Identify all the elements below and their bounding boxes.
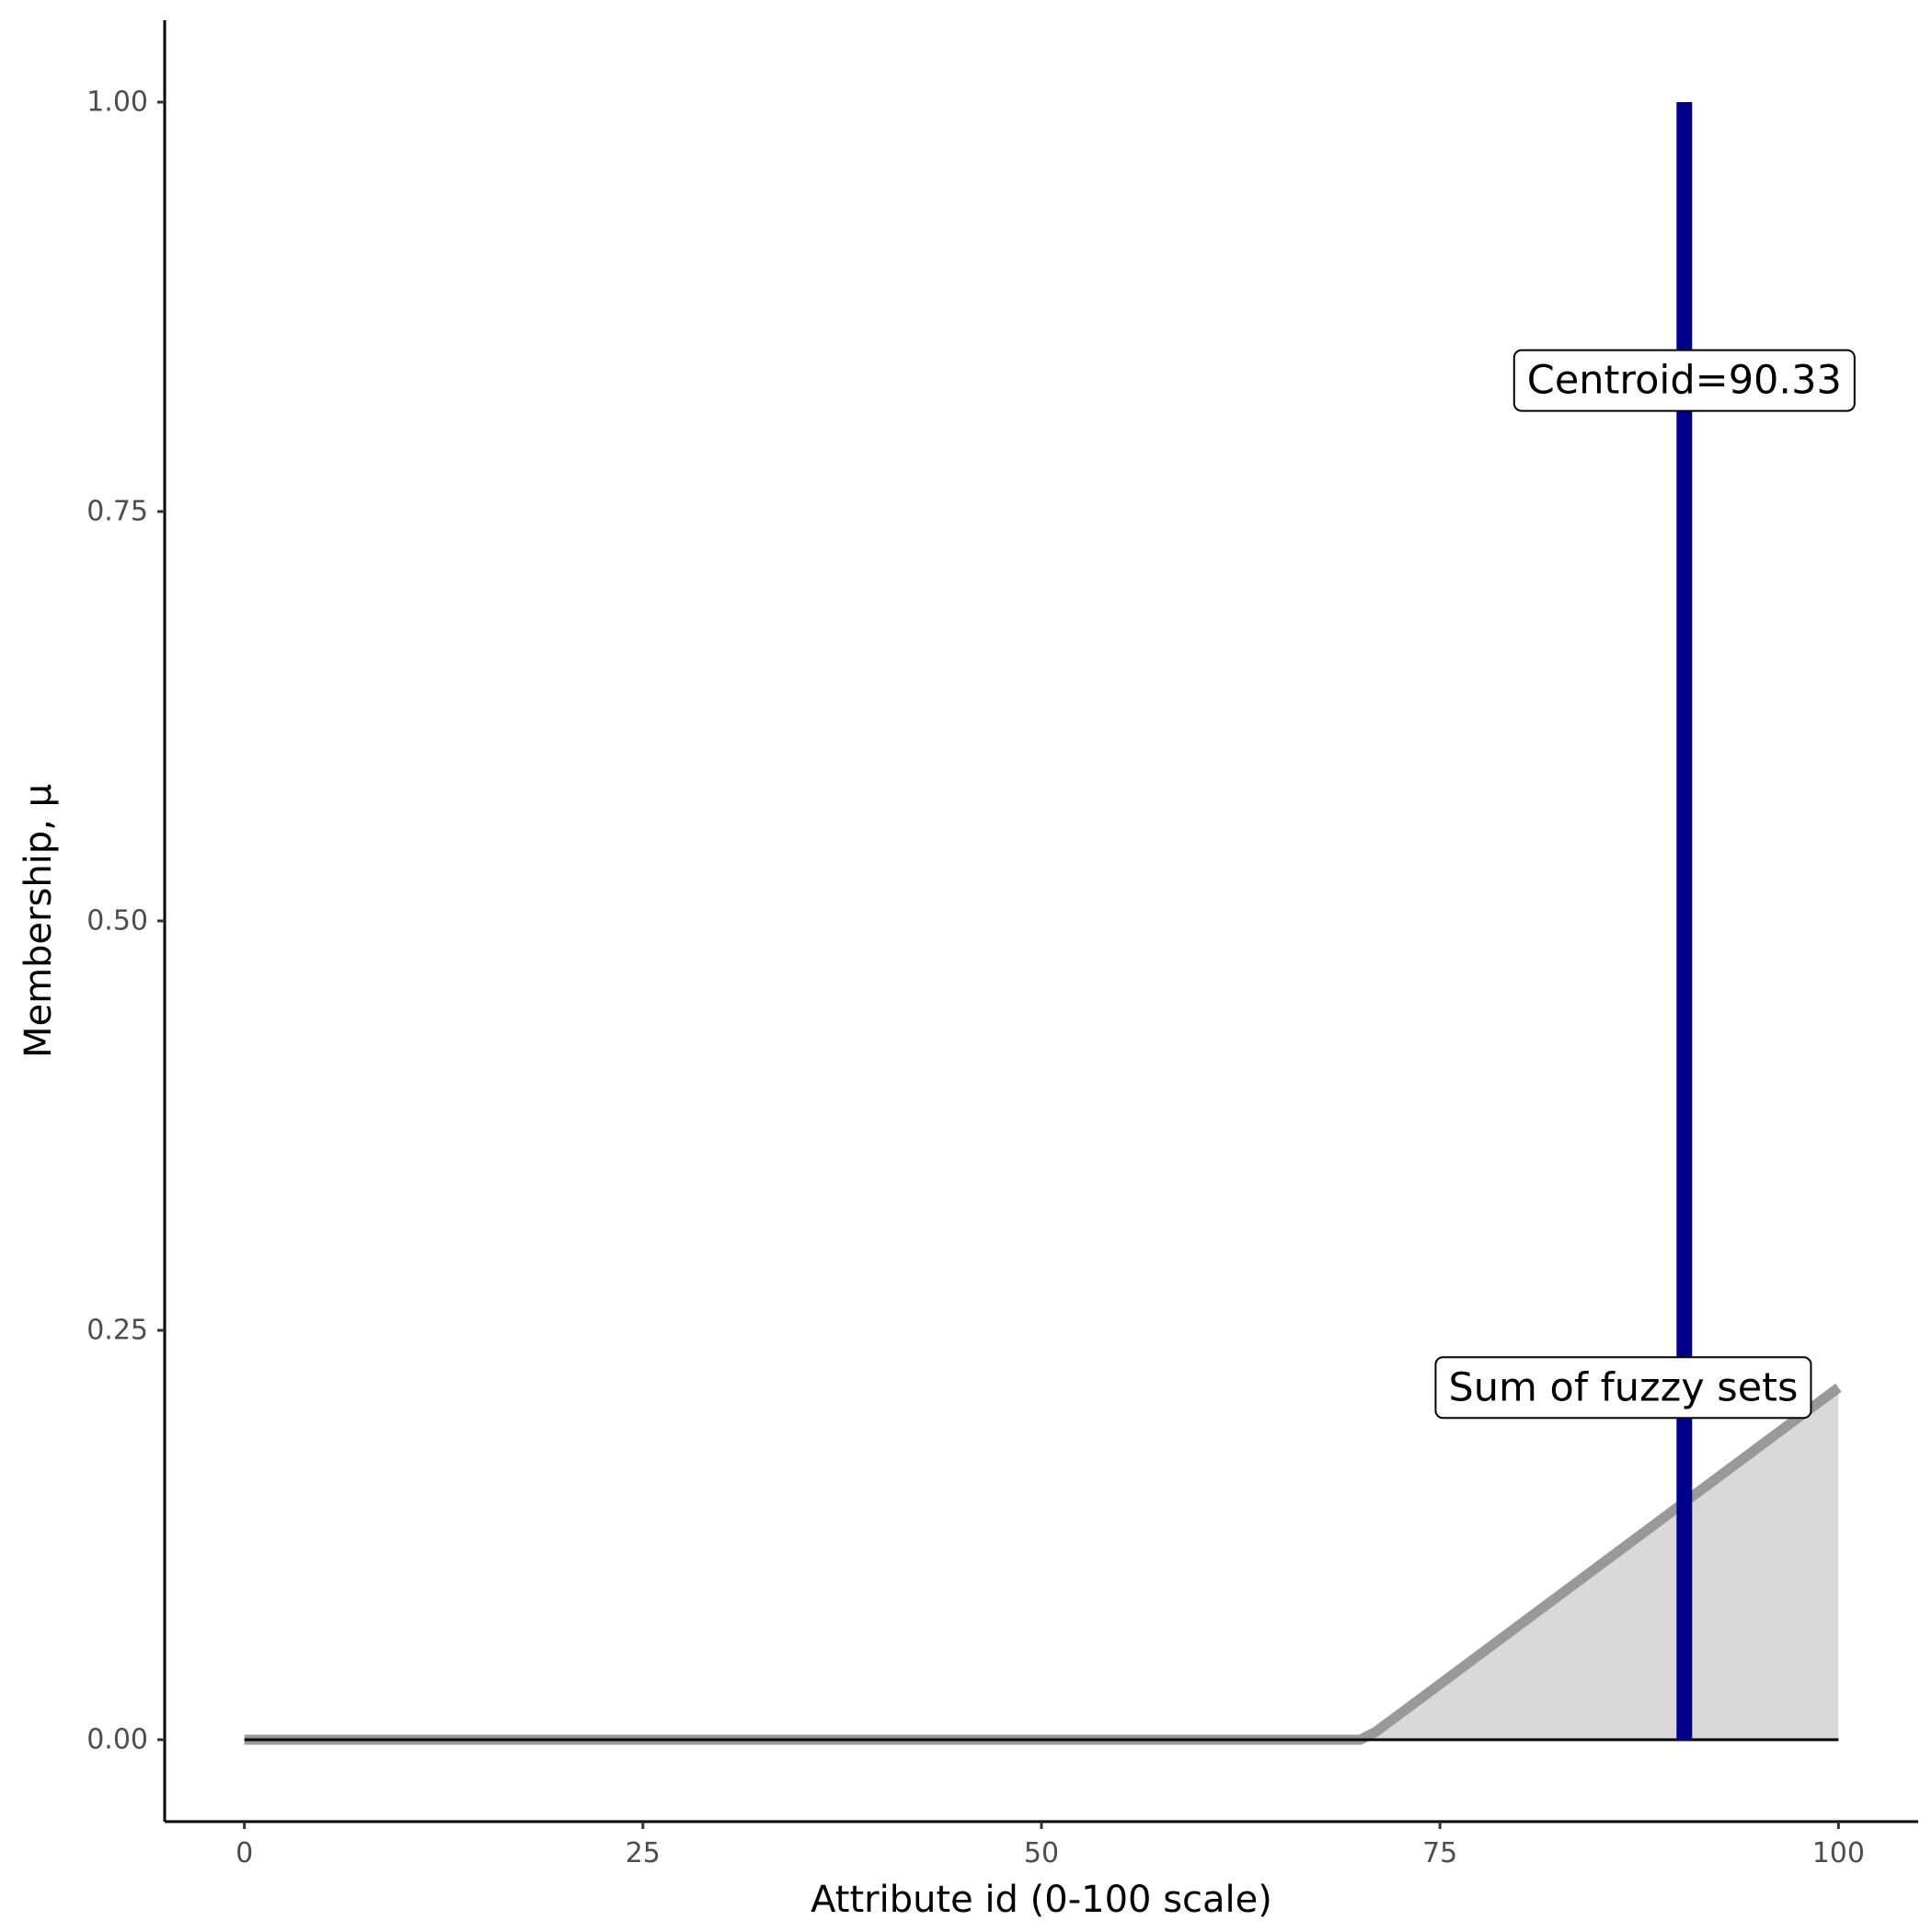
y-ticks: 0.00 0.25 0.50 0.75 1.00 — [86, 86, 165, 1756]
y-tick-label: 0.75 — [86, 496, 148, 528]
x-tick-label: 25 — [626, 1837, 661, 1869]
y-tick-label: 0.25 — [86, 1315, 148, 1347]
centroid-label-text: Centroid=90.33 — [1527, 358, 1842, 404]
x-ticks: 0 25 50 75 100 — [236, 1822, 1865, 1869]
y-tick-label: 0.00 — [86, 1724, 148, 1756]
y-axis-title: Membership, μ — [17, 784, 60, 1058]
x-tick-label: 75 — [1422, 1837, 1457, 1869]
centroid-label-box — [1512, 349, 1856, 412]
sum-label: Sum of fuzzy sets — [1434, 1356, 1812, 1420]
y-tick-label: 0.50 — [86, 905, 148, 937]
annotation-layer: Centroid=90.33 Sum of fuzzy sets — [1434, 349, 1856, 1420]
centroid-label: Centroid=90.33 — [1512, 349, 1856, 412]
sum-label-text: Sum of fuzzy sets — [1448, 1364, 1798, 1410]
x-axis-title: Attribute id (0-100 scale) — [811, 1879, 1272, 1921]
area-layer — [244, 1383, 1842, 1745]
sum-label-box — [1434, 1356, 1812, 1420]
y-tick-label: 1.00 — [86, 86, 148, 119]
x-tick-label: 0 — [236, 1837, 253, 1869]
x-tick-label: 50 — [1024, 1837, 1059, 1869]
x-tick-label: 100 — [1812, 1837, 1865, 1869]
